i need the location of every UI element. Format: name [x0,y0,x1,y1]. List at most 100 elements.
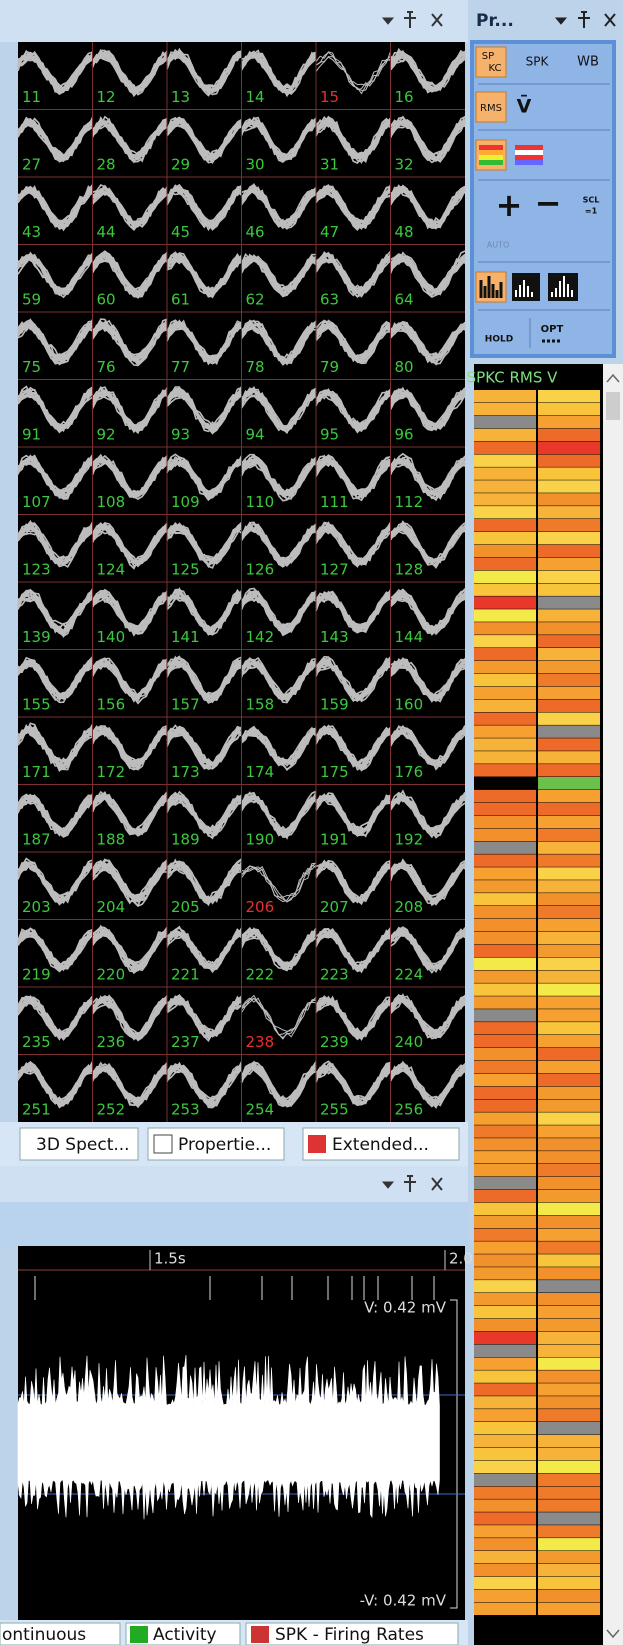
hold-button[interactable]: HOLD [485,335,513,345]
scroll-down[interactable] [606,1629,620,1639]
tab[interactable] [245,1622,459,1645]
scrollbar[interactable] [603,364,623,1645]
channel-label: 219 [22,966,51,984]
heatmap-cell [538,944,600,958]
tab-label[interactable]: Propertie... [178,1135,271,1155]
button-label[interactable]: RMS [480,103,502,114]
channel-label: 111 [320,493,349,511]
waveform [17,326,93,361]
waveform [315,793,392,835]
button-label[interactable]: SCL [583,196,600,205]
button-label[interactable]: =1 [585,207,598,216]
channel-label: 144 [395,628,424,646]
spike-tabs[interactable]: 3D Spect... Propertie... Extended... [19,1127,460,1161]
tab-label[interactable]: Extended... [332,1135,429,1155]
channel-label: 30 [246,156,265,174]
heatmap-cell [538,1022,600,1035]
heatmap-cell [538,673,600,687]
waveform [17,1064,93,1104]
spkc-button[interactable] [475,46,507,78]
tab[interactable] [147,1127,285,1161]
heatmap-cell [538,1525,600,1538]
heatmap-cell [538,931,600,945]
waveform [17,254,94,296]
channel-label: 11 [22,88,41,106]
cont-tabs[interactable]: ontinuous Activity SPK - Firing Rates [0,1622,459,1645]
heatmap-cell [538,660,600,674]
cont-window-controls[interactable] [381,1175,443,1192]
waveform [315,51,391,92]
tab[interactable] [302,1127,460,1161]
waveform [17,188,94,229]
heatmap-cell [474,570,536,583]
mean-button[interactable]: V̄ [517,94,532,117]
heatmap-cell [538,751,600,764]
heatmap-cell [474,1215,536,1228]
heatmap-cell [538,777,600,790]
channel-label: 188 [97,831,126,849]
props-window-controls[interactable] [554,11,616,28]
minus-button[interactable]: − [535,184,562,222]
rms-button[interactable] [475,91,507,123]
channel-label: 155 [22,696,51,714]
tab-label[interactable]: 3D Spect... [36,1135,130,1155]
waveform [166,184,243,227]
heatmap-cell [474,1563,536,1577]
waveform [166,319,242,363]
channel-label: 46 [246,223,265,241]
heatmap-cell [538,996,600,1009]
heatmap-cell [538,1602,600,1615]
heatmap-cell [538,428,600,442]
waveform [166,319,242,358]
waveform [240,522,317,564]
scroll-up[interactable] [606,373,620,383]
button-label[interactable]: SP [482,51,494,62]
waveform [166,252,243,297]
heatmap-cell [538,1512,600,1525]
heatmap-cell [474,802,536,816]
tab[interactable] [125,1622,241,1645]
props-title: Pr... [476,11,514,31]
heatmap-cell [474,1305,536,1319]
waveform [241,592,317,632]
waveform [92,995,168,1040]
heatmap-cell [538,583,600,596]
bluered-icon[interactable] [515,145,543,165]
tab-label[interactable]: SPK - Firing Rates [275,1625,424,1645]
tab[interactable] [19,1127,139,1161]
waveform [315,527,392,564]
auto-button[interactable]: AUTO [487,241,510,250]
opt-button[interactable]: OPT [541,324,564,335]
heatmap-cell [474,1035,536,1048]
button-label[interactable]: KC [489,63,502,74]
spike-window-controls[interactable] [381,11,443,28]
heatmap-cell [474,1073,536,1087]
channel-label: 142 [246,628,275,646]
channel-label: 252 [97,1101,126,1119]
heatmap-cell [474,1576,536,1590]
heatmap-cell [538,1293,600,1306]
heatmap-cell [538,1473,600,1486]
channel-label: 77 [171,358,190,376]
heatmap-cell [538,493,600,506]
tab-label[interactable]: ontinuous [2,1625,86,1645]
spk-button[interactable]: SPK [526,55,550,69]
heatmap-cell [538,622,600,635]
heatmap-cell [538,390,600,403]
scroll-thumb[interactable] [606,392,620,420]
plus-button[interactable]: + [496,186,523,224]
heatmap-cell [538,1383,600,1396]
tab-icon [130,1626,148,1643]
heatmap-cell [538,764,600,777]
channel-label: 204 [97,898,126,916]
channel-label: 207 [320,898,349,916]
wb-button[interactable]: WB [577,55,599,70]
tab[interactable] [0,1622,121,1645]
channel-label: 240 [395,1033,424,1051]
tab-label[interactable]: Activity [153,1625,217,1645]
heatmap-cell [474,996,536,1009]
waveform [166,588,242,630]
channel-label: 112 [395,493,424,511]
waveform [166,994,242,1043]
waveform [315,928,391,970]
